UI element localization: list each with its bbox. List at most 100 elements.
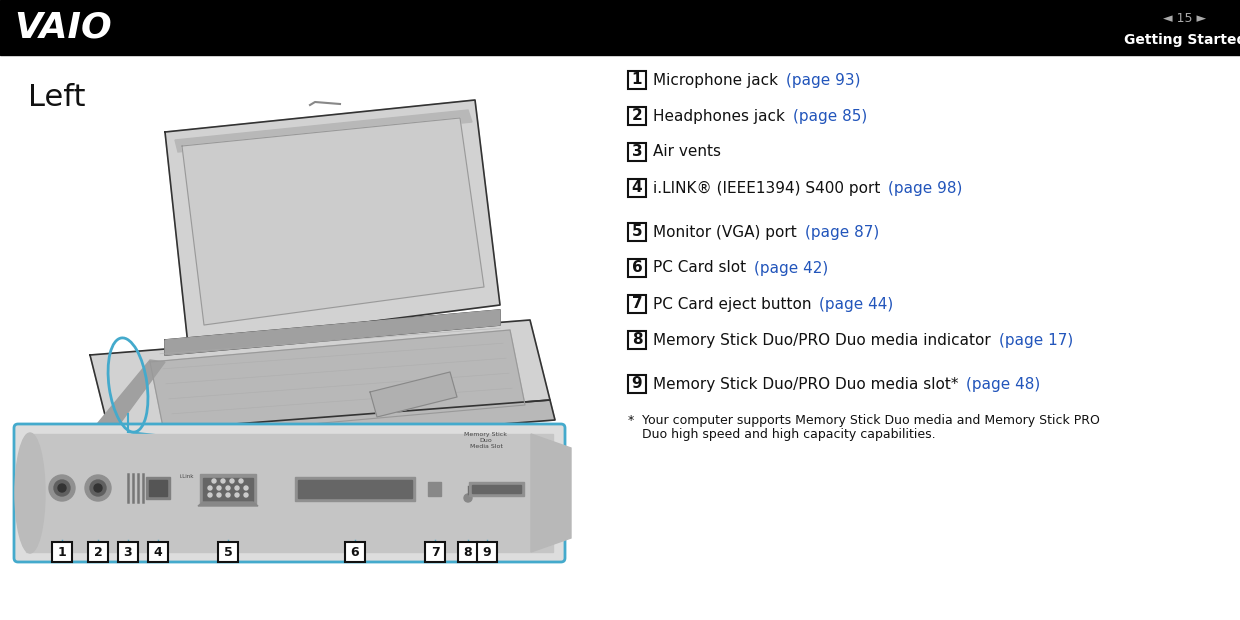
Text: 7: 7 (430, 546, 439, 559)
Circle shape (224, 548, 232, 556)
Text: Getting Started: Getting Started (1123, 33, 1240, 47)
Text: (page 48): (page 48) (966, 376, 1040, 391)
Circle shape (58, 484, 66, 492)
Circle shape (86, 475, 112, 501)
FancyBboxPatch shape (627, 331, 646, 349)
FancyBboxPatch shape (627, 375, 646, 393)
Circle shape (351, 548, 360, 556)
FancyBboxPatch shape (345, 542, 365, 562)
Text: 5: 5 (631, 224, 642, 239)
Text: *: * (627, 414, 634, 427)
Circle shape (212, 479, 216, 483)
Circle shape (50, 475, 74, 501)
FancyBboxPatch shape (627, 107, 646, 125)
Circle shape (229, 479, 234, 483)
Circle shape (432, 548, 439, 556)
Polygon shape (175, 110, 472, 152)
Text: (page 85): (page 85) (792, 108, 867, 123)
Bar (428, 482, 441, 496)
FancyBboxPatch shape (458, 542, 477, 562)
Circle shape (208, 493, 212, 497)
Text: i.Link: i.Link (180, 474, 195, 479)
FancyBboxPatch shape (627, 71, 646, 89)
Text: Headphones jack: Headphones jack (653, 108, 790, 123)
Circle shape (236, 493, 239, 497)
Polygon shape (165, 100, 500, 345)
Circle shape (58, 548, 66, 556)
Polygon shape (91, 400, 556, 455)
FancyBboxPatch shape (52, 542, 72, 562)
FancyBboxPatch shape (118, 542, 138, 562)
Circle shape (154, 548, 162, 556)
Circle shape (464, 548, 472, 556)
Bar (469, 482, 525, 496)
Text: 3: 3 (631, 144, 642, 159)
Circle shape (94, 484, 102, 492)
Text: VAIO: VAIO (14, 11, 112, 45)
Text: Duo high speed and high capacity capabilities.: Duo high speed and high capacity capabil… (642, 428, 936, 441)
Text: PC Card eject button: PC Card eject button (653, 296, 816, 311)
Text: 4: 4 (154, 546, 162, 559)
Polygon shape (182, 118, 484, 325)
Text: (page 98): (page 98) (888, 180, 962, 195)
Circle shape (244, 486, 248, 490)
Circle shape (217, 493, 221, 497)
FancyBboxPatch shape (218, 542, 238, 562)
Bar (472, 485, 521, 493)
Text: (page 17): (page 17) (998, 332, 1073, 347)
Circle shape (244, 493, 248, 497)
Circle shape (217, 486, 221, 490)
Text: Left: Left (29, 83, 86, 112)
Text: Memory Stick
Duo
Media Slot: Memory Stick Duo Media Slot (465, 432, 507, 450)
Circle shape (484, 548, 491, 556)
Text: 7: 7 (631, 296, 642, 311)
Text: Monitor (VGA) port: Monitor (VGA) port (653, 224, 801, 239)
Text: ◄ 15 ►: ◄ 15 ► (1163, 12, 1207, 25)
Text: (page 87): (page 87) (805, 224, 879, 239)
Polygon shape (88, 360, 165, 437)
Text: i.LINK® (IEEE1394) S400 port: i.LINK® (IEEE1394) S400 port (653, 180, 885, 195)
Polygon shape (150, 330, 525, 437)
Circle shape (208, 486, 212, 490)
Text: Air vents: Air vents (653, 144, 720, 159)
Bar (203, 478, 253, 501)
Text: 8: 8 (631, 332, 642, 347)
FancyBboxPatch shape (627, 179, 646, 197)
Circle shape (124, 548, 131, 556)
Polygon shape (165, 310, 500, 355)
Text: 5: 5 (223, 546, 232, 559)
Text: (page 93): (page 93) (786, 73, 861, 87)
Bar (295, 477, 415, 501)
Circle shape (91, 480, 105, 496)
Text: (page 42): (page 42) (754, 260, 828, 275)
Text: 3: 3 (124, 546, 133, 559)
Bar (298, 480, 412, 498)
Text: 1: 1 (631, 73, 642, 87)
Polygon shape (370, 372, 458, 417)
Circle shape (236, 486, 239, 490)
FancyBboxPatch shape (88, 542, 108, 562)
Bar (0, 0, 1240, 55)
Text: 6: 6 (631, 260, 642, 275)
Text: 4: 4 (631, 180, 642, 195)
Bar (26, 434, 553, 552)
Text: 2: 2 (94, 546, 103, 559)
Circle shape (239, 479, 243, 483)
Circle shape (94, 548, 102, 556)
Text: 9: 9 (631, 376, 642, 391)
Bar (149, 480, 167, 496)
Circle shape (464, 494, 472, 502)
Text: 2: 2 (631, 108, 642, 123)
Circle shape (55, 480, 69, 496)
Text: 8: 8 (464, 546, 472, 559)
Text: Memory Stick Duo/PRO Duo media indicator: Memory Stick Duo/PRO Duo media indicator (653, 332, 996, 347)
Text: 6: 6 (351, 546, 360, 559)
FancyBboxPatch shape (627, 223, 646, 241)
Text: Your computer supports Memory Stick Duo media and Memory Stick PRO: Your computer supports Memory Stick Duo … (642, 414, 1100, 427)
Text: Memory Stick Duo/PRO Duo media slot*: Memory Stick Duo/PRO Duo media slot* (653, 376, 963, 391)
Text: PC Card slot: PC Card slot (653, 260, 751, 275)
Bar (146, 477, 170, 499)
Text: Microphone jack: Microphone jack (653, 73, 782, 87)
Text: 1: 1 (57, 546, 67, 559)
FancyBboxPatch shape (425, 542, 445, 562)
